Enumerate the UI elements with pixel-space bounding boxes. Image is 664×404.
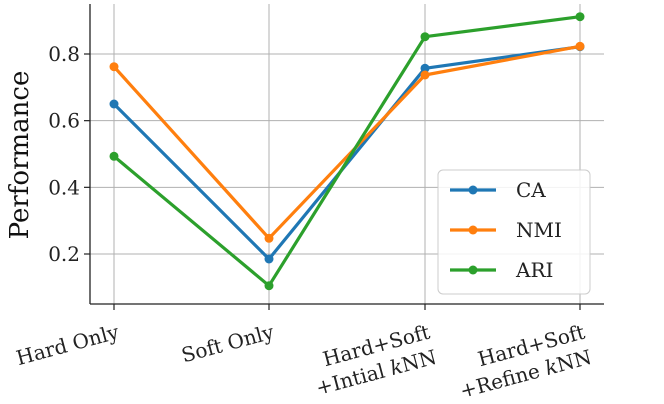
- data-point-nmi: [109, 62, 119, 72]
- legend-swatch-marker: [468, 185, 478, 195]
- series-line-nmi: [112, 44, 581, 240]
- legend-label-ari: ARI: [515, 258, 553, 282]
- data-point-ari: [109, 151, 119, 161]
- data-point-nmi: [264, 233, 274, 243]
- x-tick-label-group: Soft Only: [179, 319, 277, 367]
- axes: [84, 4, 604, 310]
- y-tick-label: 0.6: [48, 109, 80, 133]
- series-lines: [109, 12, 585, 291]
- x-tick-label: Soft Only: [179, 319, 277, 367]
- legend-label-nmi: NMI: [516, 218, 562, 242]
- y-tick-label: 0.2: [48, 242, 80, 266]
- legend-label-ca: CA: [516, 178, 546, 202]
- x-tick-labels: Hard Only Soft Only Hard+Soft+Intial kNN Ha…: [14, 319, 594, 402]
- data-point-ca: [420, 63, 430, 73]
- y-tick-label: 0.8: [48, 42, 80, 66]
- legend: CA NMI ARI: [437, 169, 591, 295]
- data-point-ca: [109, 99, 119, 109]
- x-tick-label-group: Hard+Soft+Intial kNN: [313, 320, 439, 400]
- x-tick-label: Hard Only: [14, 319, 122, 370]
- x-tick-label-group: Hard Only: [14, 319, 122, 370]
- series-line-ari: [112, 15, 581, 288]
- y-tick-labels: 0.2 0.4 0.6 0.8: [48, 42, 80, 266]
- data-point-ca: [264, 254, 274, 264]
- grid-lines: [90, 4, 604, 304]
- y-tick-label: 0.4: [48, 175, 80, 199]
- legend-box: [437, 169, 591, 295]
- data-point-ari: [264, 281, 274, 291]
- data-point-nmi: [575, 41, 585, 51]
- legend-swatch-marker: [468, 225, 478, 235]
- data-point-ari: [575, 12, 585, 22]
- data-point-nmi: [420, 70, 430, 80]
- legend-swatch-marker: [468, 265, 478, 275]
- data-point-ari: [420, 32, 430, 42]
- y-axis-title: Performance: [5, 71, 35, 240]
- x-tick-label-group: Hard+Soft+Refine kNN: [457, 320, 594, 403]
